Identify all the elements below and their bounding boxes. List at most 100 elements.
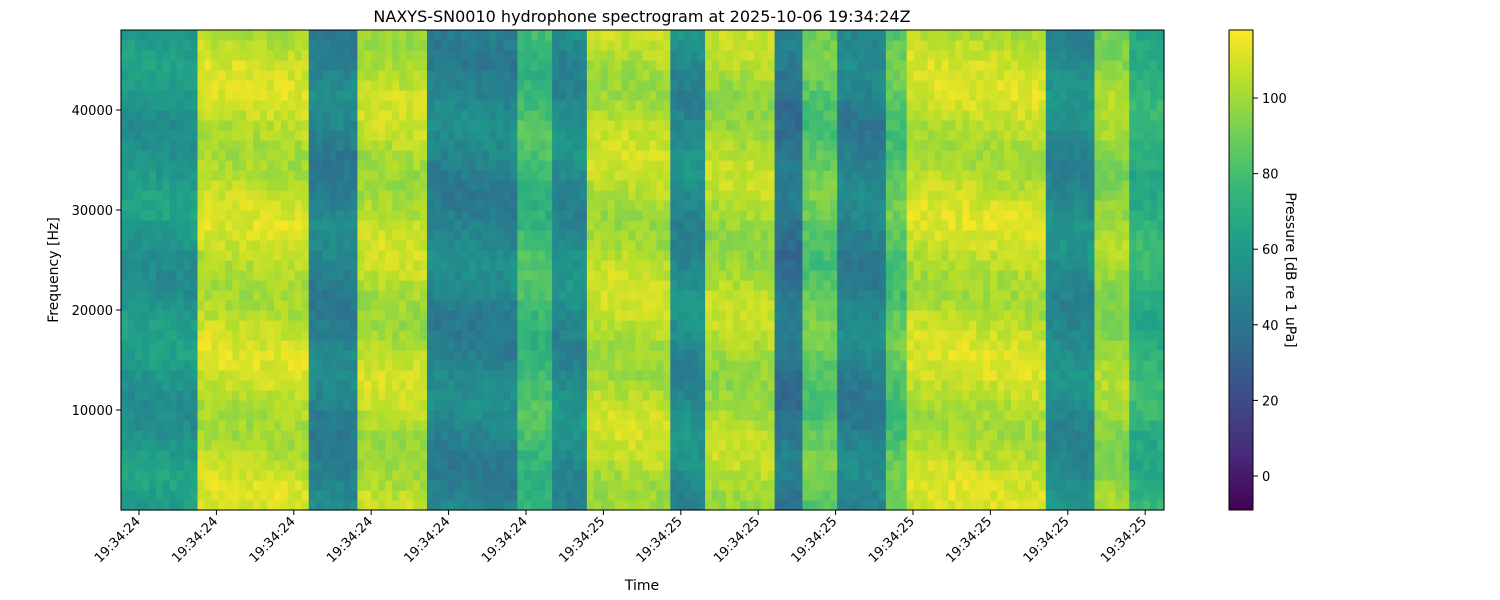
heatmap-cell — [183, 170, 192, 181]
heatmap-cell — [357, 260, 365, 271]
heatmap-cell — [468, 390, 477, 401]
heatmap-cell — [691, 110, 699, 121]
heatmap-cell — [642, 190, 651, 201]
heatmap-cell — [663, 420, 671, 431]
heatmap-cell — [788, 480, 797, 491]
heatmap-cell — [287, 190, 296, 201]
heatmap-cell — [489, 450, 498, 461]
heatmap-cell — [225, 170, 233, 181]
heatmap-cell — [141, 60, 150, 71]
heatmap-cell — [253, 280, 261, 291]
heatmap-cell — [190, 400, 199, 411]
heatmap-cell — [691, 40, 699, 51]
heatmap-cell — [600, 390, 609, 401]
heatmap-cell — [795, 190, 804, 201]
heatmap-cell — [413, 430, 421, 441]
heatmap-cell — [454, 200, 463, 211]
heatmap-cell — [586, 200, 595, 211]
heatmap-cell — [517, 310, 525, 321]
heatmap-cell — [134, 440, 143, 451]
heatmap-cell — [545, 410, 553, 421]
heatmap-cell — [426, 400, 435, 411]
heatmap-cell — [197, 120, 206, 131]
heatmap-cell — [419, 360, 428, 371]
heatmap-cell — [371, 420, 379, 431]
heatmap-cell — [190, 60, 199, 71]
heatmap-cell — [273, 460, 282, 471]
heatmap-cell — [656, 80, 664, 91]
heatmap-cell — [760, 440, 769, 451]
heatmap-cell — [559, 360, 567, 371]
heatmap-cell — [503, 280, 511, 291]
heatmap-cell — [503, 190, 511, 201]
heatmap-cell — [357, 460, 365, 471]
heatmap-cell — [218, 500, 226, 511]
heatmap-cell — [496, 410, 505, 421]
heatmap-cell — [134, 190, 143, 201]
heatmap-cell — [753, 480, 762, 491]
heatmap-cell — [559, 330, 567, 341]
heatmap-cell — [566, 470, 574, 481]
heatmap-cell — [148, 30, 157, 41]
heatmap-cell — [287, 100, 296, 111]
heatmap-cell — [837, 130, 845, 141]
heatmap-cell — [454, 370, 463, 381]
heatmap-cell — [433, 460, 442, 471]
heatmap-cell — [155, 90, 164, 101]
heatmap-cell — [774, 250, 783, 261]
heatmap-cell — [239, 30, 247, 41]
heatmap-cell — [447, 500, 456, 511]
heatmap-cell — [294, 100, 303, 111]
heatmap-cell — [336, 470, 345, 481]
heatmap-cell — [566, 450, 574, 461]
heatmap-cell — [329, 270, 338, 281]
heatmap-cell — [190, 50, 199, 61]
heatmap-cell — [517, 370, 525, 381]
heatmap-cell — [830, 330, 838, 341]
heatmap-cell — [538, 420, 546, 431]
heatmap-cell — [760, 410, 769, 421]
heatmap-cell — [705, 420, 713, 431]
heatmap-cell — [141, 150, 150, 161]
heatmap-cell — [781, 380, 790, 391]
heatmap-cell — [593, 190, 602, 201]
heatmap-cell — [621, 400, 630, 411]
heatmap-cell — [246, 220, 254, 231]
heatmap-cell — [343, 210, 352, 221]
heatmap-cell — [385, 290, 393, 301]
heatmap-cell — [461, 50, 470, 61]
heatmap-cell — [454, 350, 463, 361]
heatmap-cell — [614, 430, 623, 441]
heatmap-cell — [399, 350, 407, 361]
heatmap-cell — [816, 280, 824, 291]
heatmap-cell — [329, 440, 338, 451]
heatmap-cell — [468, 50, 477, 61]
heatmap-cell — [134, 160, 143, 171]
heatmap-cell — [795, 170, 804, 181]
heatmap-cell — [357, 450, 365, 461]
heatmap-cell — [635, 330, 644, 341]
heatmap-cell — [663, 360, 671, 371]
heatmap-cell — [503, 500, 511, 511]
heatmap-cell — [600, 230, 609, 241]
heatmap-cell — [413, 90, 421, 101]
heatmap-cell — [371, 330, 379, 341]
heatmap-cell — [287, 250, 296, 261]
heatmap-cell — [329, 300, 338, 311]
heatmap-cell — [246, 480, 254, 491]
heatmap-cell — [426, 300, 435, 311]
heatmap-cell — [461, 350, 470, 361]
heatmap-cell — [538, 90, 546, 101]
heatmap-cell — [712, 300, 720, 311]
heatmap-cell — [684, 90, 692, 101]
heatmap-cell — [364, 300, 372, 311]
heatmap-cell — [802, 440, 810, 451]
heatmap-cell — [538, 360, 546, 371]
heatmap-cell — [273, 200, 282, 211]
heatmap-cell — [781, 90, 790, 101]
heatmap-cell — [134, 290, 143, 301]
heatmap-cell — [663, 270, 671, 281]
heatmap-cell — [121, 470, 129, 481]
heatmap-cell — [287, 200, 296, 211]
heatmap-cell — [419, 80, 428, 91]
